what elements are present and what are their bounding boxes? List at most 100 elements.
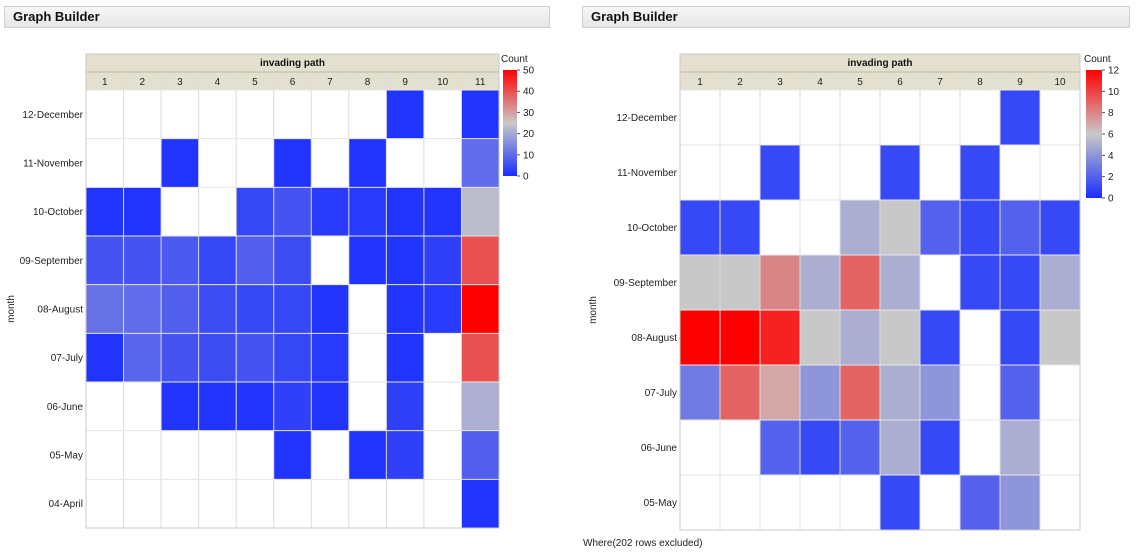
heatmap-cell [461, 382, 499, 431]
heatmap-cell [348, 236, 387, 285]
plot-frame [679, 53, 1081, 531]
window-title: Graph Builder [582, 6, 1130, 28]
heatmap-cell [311, 284, 349, 334]
legend-tick-label: 0 [1108, 194, 1114, 205]
legend-tick-label: 6 [1108, 130, 1114, 141]
heatmap-cell [461, 479, 499, 528]
heatmap-cell [86, 284, 124, 334]
heatmap-cell [960, 145, 1000, 200]
plot-frame [85, 53, 500, 529]
heatmap-cell [840, 200, 880, 255]
heatmap-cell [720, 365, 760, 420]
x-tick-label: 3 [177, 77, 183, 88]
heatmap-cell [680, 365, 720, 420]
heatmap-cell [161, 236, 199, 285]
heatmap-cell [348, 138, 387, 188]
heatmap-cell [311, 187, 349, 236]
x-tick-label: 10 [437, 77, 449, 88]
heatmap-cell [198, 333, 237, 382]
x-tick-label: 8 [977, 77, 983, 88]
heatmap-cell [198, 284, 237, 334]
heatmap-cell [386, 382, 424, 431]
color-scale-bar [1086, 70, 1102, 198]
heatmap-cell [461, 236, 499, 285]
window-title: Graph Builder [4, 6, 550, 28]
heatmap-cell [840, 255, 880, 310]
heatmap-cell [311, 333, 349, 382]
x-axis-title: invading path [260, 58, 325, 69]
heatmap-cell [123, 333, 162, 382]
x-tick-label: 11 [475, 77, 486, 88]
y-tick-label: 11-November [23, 159, 84, 170]
x-tick-label: 2 [737, 77, 743, 88]
heatmap-cell [198, 236, 237, 285]
x-tick-label: 9 [402, 77, 408, 88]
heatmap-cell [161, 284, 199, 334]
y-tick-label: 08-August [37, 305, 83, 316]
heatmap-cell [86, 333, 124, 382]
heatmap-cell [386, 333, 424, 382]
y-tick-label: 10-October [33, 207, 84, 218]
x-tick-label: 7 [327, 77, 333, 88]
legend-tick-label: 8 [1108, 108, 1114, 119]
legend-tick-label: 30 [523, 108, 535, 119]
heatmap-cell [880, 200, 920, 255]
heatmap-cell [461, 333, 499, 382]
legend-tick-label: 10 [1108, 87, 1120, 98]
x-tick-label: 1 [697, 77, 703, 88]
x-tick-label: 5 [252, 77, 258, 88]
heatmap-cell [386, 284, 424, 334]
y-axis-title: month [588, 296, 599, 324]
y-tick-label: 12-December [22, 110, 83, 121]
heatmap-cell [461, 90, 499, 139]
heatmap-cell [1000, 420, 1040, 475]
x-tick-label: 8 [365, 77, 371, 88]
y-tick-label: 11-November [617, 168, 678, 179]
heatmap-cell [920, 420, 960, 475]
excluded-rows-note: Where(202 rows excluded) [583, 538, 703, 549]
y-tick-label: 07-July [645, 388, 677, 399]
heatmap-cell [1000, 255, 1040, 310]
x-tick-label: 1 [102, 77, 108, 88]
heatmap-cell [273, 187, 312, 236]
legend-title: Count [501, 54, 528, 65]
heatmap-cell [880, 255, 920, 310]
heatmap-cell [423, 187, 462, 236]
graph-builder-right: Graph Builder invading path 1 2 3 4 5 6 7 8 9 10 12… [578, 0, 1138, 555]
legend-tick-label: 0 [523, 172, 529, 183]
y-tick-label: 12-December [616, 113, 677, 124]
heatmap-cell [960, 255, 1000, 310]
heatmap-cell [198, 382, 237, 431]
legend-tick-label: 2 [1108, 172, 1114, 183]
heatmap-cell [161, 382, 199, 431]
heatmap-cell [800, 255, 840, 310]
heatmap-cell [880, 420, 920, 475]
heatmap-cell [720, 310, 760, 365]
heatmap-cell [236, 333, 274, 382]
x-tick-label: 6 [290, 77, 296, 88]
y-tick-label: 05-May [50, 451, 83, 462]
heatmap-cell [86, 236, 124, 285]
x-tick-label: 4 [817, 77, 823, 88]
heatmap-cell [760, 310, 800, 365]
heatmap-cell [123, 187, 162, 236]
heatmap-cell [920, 310, 960, 365]
heatmap-cell [960, 475, 1000, 530]
legend-tick-label: 10 [523, 150, 535, 161]
heatmap-cell [840, 365, 880, 420]
x-tick-label: 2 [140, 77, 146, 88]
heatmap-cell [800, 310, 840, 365]
heatmap-cell [386, 430, 424, 480]
heatmap-cell [1040, 310, 1080, 365]
heatmap-cell [386, 90, 424, 139]
heatmap-cell [1000, 200, 1040, 255]
y-tick-label: 09-September [614, 278, 678, 289]
heatmap-cell [1000, 365, 1040, 420]
heatmap-cell [840, 420, 880, 475]
heatmap-cell [386, 236, 424, 285]
color-scale-bar [503, 70, 517, 176]
heatmap-cell [880, 310, 920, 365]
y-tick-label: 08-August [631, 333, 677, 344]
x-axis-title: invading path [848, 58, 913, 69]
